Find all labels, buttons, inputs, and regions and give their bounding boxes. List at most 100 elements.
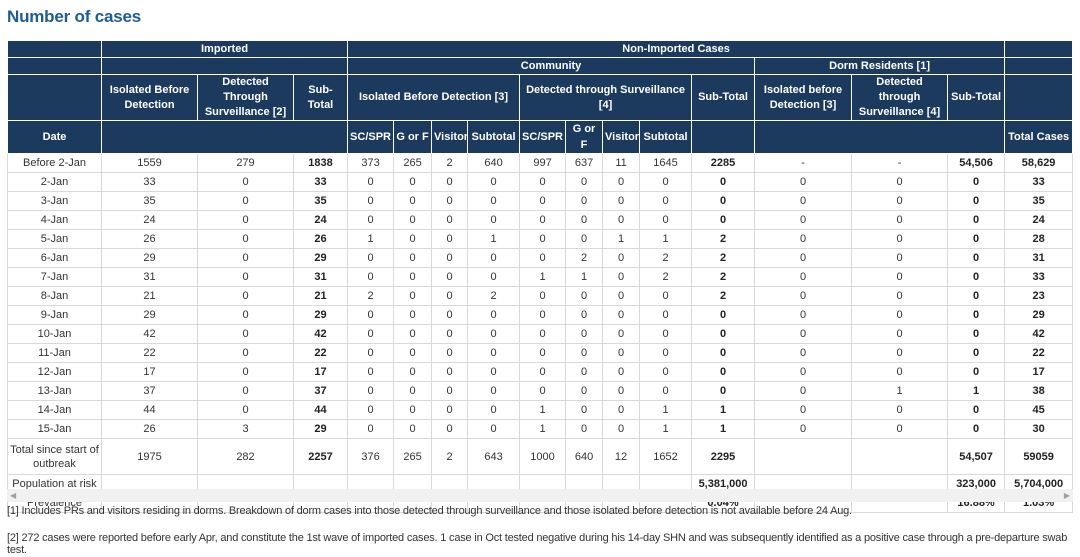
table-cell: 0 <box>947 286 1006 306</box>
header-cell: Sub-Total <box>691 74 756 121</box>
table-cell: 0 <box>565 172 604 192</box>
table-cell: 0 <box>754 305 853 325</box>
table-cell: 1 <box>639 400 693 420</box>
table-cell: 0 <box>197 248 294 268</box>
row-label: 15-Jan <box>7 419 102 439</box>
table-cell: 17 <box>1004 362 1074 382</box>
table-cell: 0 <box>754 172 853 192</box>
table-cell: 0 <box>347 248 395 268</box>
table-cell: 1645 <box>639 153 693 173</box>
table-cell: 1 <box>639 419 693 439</box>
table-cell: 0 <box>467 172 521 192</box>
table-row: 12-Jan 17 0 17 0 0 0 0 0 0 0 0 0 0 0 0 17 <box>7 362 1074 382</box>
header-cell: Detected through Surveillance [4] <box>519 74 693 121</box>
table-cell: 0 <box>851 305 949 325</box>
header-cell: Imported <box>100 40 349 58</box>
table-cell: 24 <box>101 210 198 230</box>
table-cell: 0 <box>519 191 567 211</box>
table-cell: 0 <box>519 248 567 268</box>
table-cell: 0 <box>754 191 853 211</box>
table-cell: 0 <box>565 324 604 344</box>
table-cell: 54,506 <box>947 153 1006 173</box>
table-cell: 0 <box>393 419 433 439</box>
table-cell: 0 <box>197 286 294 306</box>
table-cell: 0 <box>947 210 1006 230</box>
scroll-left-arrow[interactable]: ◀ <box>10 491 17 500</box>
table-cell: 0 <box>565 400 604 420</box>
table-cell: 12 <box>602 438 641 475</box>
table-row: 4-Jan 24 0 24 0 0 0 0 0 0 0 0 0 0 0 0 24 <box>7 210 1074 230</box>
table-cell: 0 <box>754 267 853 287</box>
table-cell: 0 <box>691 343 756 363</box>
horizontal-scrollbar[interactable]: ◀ ▶ <box>7 489 1073 502</box>
table-cell: 0 <box>602 362 641 382</box>
table-cell: 1652 <box>639 438 693 475</box>
table-cell: 38 <box>1004 381 1074 401</box>
table-cell: 997 <box>519 153 567 173</box>
table-cell: 29 <box>101 248 198 268</box>
table-cell: 2 <box>347 286 395 306</box>
table-cell: 0 <box>347 324 395 344</box>
table-row: 10-Jan 42 0 42 0 0 0 0 0 0 0 0 0 0 0 0 42 <box>7 324 1074 344</box>
header-cell: Detected Through Surveillance [2] <box>197 74 294 121</box>
table-cell: 45 <box>1004 400 1074 420</box>
table-cell: 0 <box>347 343 395 363</box>
table-cell: 2295 <box>691 438 756 475</box>
row-label: 10-Jan <box>7 324 102 344</box>
table-cell: 0 <box>393 172 433 192</box>
table-cell: 640 <box>467 153 521 173</box>
header-cell <box>7 57 102 75</box>
table-cell: 0 <box>851 210 949 230</box>
table-row: 7-Jan 31 0 31 0 0 0 0 1 1 0 2 2 0 0 0 33 <box>7 267 1074 287</box>
header-cell: Sub-Total <box>292 74 349 121</box>
table-cell: 44 <box>101 400 198 420</box>
row-label: 12-Jan <box>7 362 102 382</box>
table-cell: 0 <box>754 400 853 420</box>
table-cell: 0 <box>347 172 395 192</box>
table-cell: 0 <box>754 324 853 344</box>
table-cell: 0 <box>431 229 469 249</box>
table-cell: 1 <box>519 267 567 287</box>
table-cell: 29 <box>292 248 349 268</box>
table-cell: 0 <box>197 400 294 420</box>
table-cell: 54,507 <box>947 438 1006 475</box>
table-cell: 1 <box>947 381 1006 401</box>
header-cell: Visitor <box>431 120 468 154</box>
table-cell: 0 <box>691 381 756 401</box>
table-cell: 1000 <box>519 438 567 475</box>
header-cell: Subtotal <box>639 120 693 154</box>
table-cell: 0 <box>467 305 521 325</box>
table-cell: 265 <box>393 153 433 173</box>
table-cell: 0 <box>754 248 853 268</box>
header-cell: Visitor <box>602 120 641 154</box>
table-cell: 2 <box>431 153 469 173</box>
row-label: 5-Jan <box>7 229 102 249</box>
header-cell: Detected through Surveillance [4] <box>851 74 949 121</box>
table-cell: 0 <box>197 229 294 249</box>
header-cell: G or F <box>565 120 604 154</box>
table-cell: 1559 <box>101 153 198 173</box>
table-cell: 0 <box>754 343 853 363</box>
table-cell: 0 <box>565 210 604 230</box>
table-cell: 0 <box>519 210 567 230</box>
table-cell: 33 <box>101 172 198 192</box>
table-cell: 0 <box>519 305 567 325</box>
header-cell: Dorm Residents [1] <box>754 57 1006 75</box>
table-cell: 0 <box>639 305 693 325</box>
table-cell: - <box>851 153 949 173</box>
table-cell: 29 <box>1004 305 1074 325</box>
table-cell: 42 <box>1004 324 1074 344</box>
table-cell: 0 <box>197 324 294 344</box>
table-cell: 0 <box>754 210 853 230</box>
table-cell: 0 <box>602 191 641 211</box>
table-cell: 0 <box>565 286 604 306</box>
scroll-right-arrow[interactable]: ▶ <box>1063 491 1070 500</box>
table-cell: 0 <box>565 419 604 439</box>
table-row: 15-Jan 26 3 29 0 0 0 0 1 0 0 1 1 0 0 0 30 <box>7 419 1074 439</box>
table-cell: 1 <box>851 381 949 401</box>
table-cell: 0 <box>347 191 395 211</box>
table-cell: 265 <box>393 438 433 475</box>
table-cell: 0 <box>467 324 521 344</box>
header-cell <box>1004 40 1074 58</box>
table-cell: 0 <box>431 210 469 230</box>
